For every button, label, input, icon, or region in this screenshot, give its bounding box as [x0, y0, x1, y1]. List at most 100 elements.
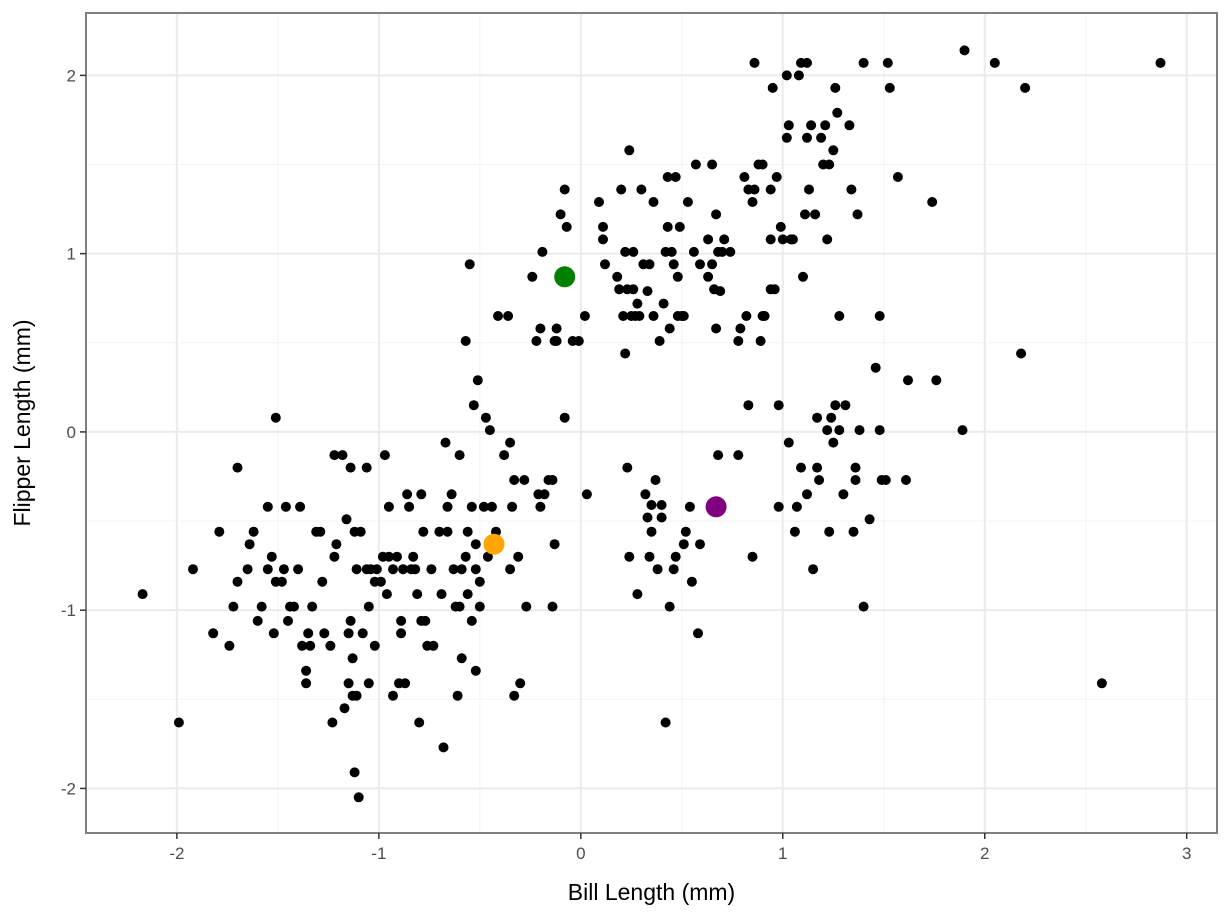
y-axis-title: Flipper Length (mm): [9, 319, 35, 526]
data-point: [765, 184, 776, 195]
data-point: [614, 284, 625, 295]
data-point: [438, 742, 449, 753]
data-point: [396, 628, 407, 639]
data-point: [383, 501, 394, 512]
data-point: [747, 197, 758, 207]
data-point: [343, 628, 354, 639]
data-point: [289, 601, 299, 612]
data-point: [293, 564, 304, 575]
highlight-point: [705, 496, 727, 518]
data-point: [598, 234, 608, 245]
data-point: [739, 172, 750, 182]
data-point: [648, 311, 659, 321]
data-point: [499, 450, 510, 461]
data-point: [527, 271, 538, 282]
data-point: [660, 717, 671, 728]
y-tick-label: 0: [67, 423, 76, 442]
data-point: [824, 159, 835, 170]
data-point: [1096, 678, 1107, 689]
data-point: [826, 412, 837, 423]
data-point: [852, 209, 863, 220]
data-point: [713, 450, 724, 461]
data-point: [703, 234, 714, 245]
data-point: [388, 564, 398, 575]
data-point: [783, 120, 794, 131]
data-point: [618, 311, 629, 321]
data-point: [573, 336, 584, 346]
x-tick-label: -1: [371, 844, 386, 863]
data-point: [278, 564, 289, 575]
data-point: [426, 564, 437, 575]
data-point: [283, 615, 293, 626]
data-point: [462, 589, 473, 600]
data-point: [743, 400, 754, 411]
x-tick-label: 3: [1182, 844, 1191, 863]
data-point: [854, 425, 865, 436]
data-point: [804, 184, 814, 195]
data-point: [434, 526, 445, 537]
data-point: [594, 197, 604, 207]
data-point: [882, 57, 893, 68]
data-point: [903, 375, 913, 386]
data-point: [262, 564, 273, 575]
data-point: [798, 271, 808, 282]
data-point: [632, 589, 643, 600]
data-point: [838, 489, 849, 500]
data-point: [648, 197, 659, 207]
data-point: [456, 564, 467, 575]
data-point: [262, 501, 273, 512]
data-point: [414, 717, 425, 728]
data-point: [686, 576, 697, 587]
axis-ticks: [80, 74, 1188, 839]
data-point: [773, 501, 784, 512]
data-point: [640, 489, 651, 500]
data-point: [363, 601, 374, 612]
data-point: [600, 259, 610, 270]
data-points: [137, 45, 1166, 803]
data-point: [428, 640, 439, 651]
data-point: [329, 551, 340, 562]
data-point: [214, 526, 225, 537]
data-point: [816, 132, 827, 143]
data-point: [759, 311, 770, 321]
data-point: [747, 551, 758, 562]
data-point: [769, 284, 780, 295]
data-point: [711, 323, 722, 334]
x-axis-title: Bill Length (mm): [568, 879, 735, 905]
data-point: [959, 45, 970, 56]
data-point: [341, 514, 352, 525]
data-point: [741, 311, 752, 321]
data-point: [412, 589, 423, 600]
data-point: [507, 501, 518, 512]
data-point: [820, 120, 831, 131]
data-point: [404, 501, 415, 512]
data-point: [844, 120, 855, 131]
data-point: [707, 159, 718, 170]
data-point: [707, 259, 718, 270]
data-point: [515, 678, 526, 689]
highlight-point: [483, 533, 505, 555]
data-point: [208, 628, 219, 639]
data-point: [695, 259, 705, 270]
data-point: [442, 526, 453, 537]
data-point: [670, 172, 681, 182]
data-point: [347, 653, 358, 664]
data-point: [581, 489, 592, 500]
data-point: [777, 234, 788, 245]
data-point: [315, 526, 326, 537]
data-point: [484, 425, 495, 436]
data-point: [808, 564, 819, 575]
data-point: [832, 107, 843, 118]
data-point: [470, 539, 481, 550]
data-point: [688, 246, 699, 257]
data-point: [757, 159, 768, 170]
data-point: [551, 323, 562, 334]
data-point: [420, 615, 431, 626]
data-point: [834, 425, 845, 436]
data-point: [670, 551, 681, 562]
data-point: [802, 57, 812, 68]
data-point: [388, 690, 398, 701]
data-point: [408, 551, 419, 562]
data-point: [561, 221, 572, 232]
